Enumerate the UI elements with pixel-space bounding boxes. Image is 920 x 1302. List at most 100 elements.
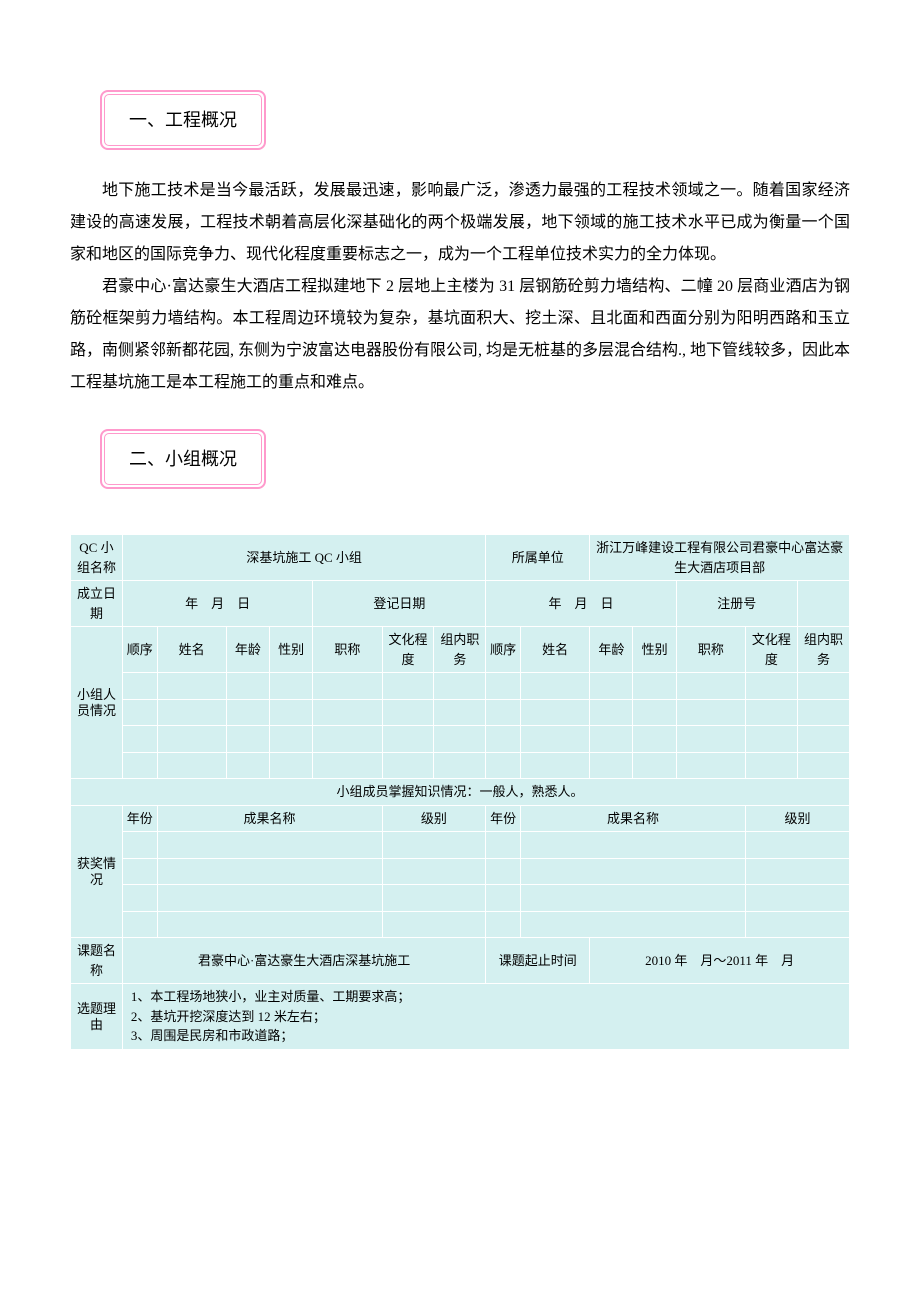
cell [122,885,157,912]
cell [486,885,521,912]
cell [122,752,157,779]
cell [122,699,157,726]
table-row: QC 小组名称 深基坑施工 QC 小组 所属单位 浙江万峰建设工程有限公司君豪中… [71,535,850,581]
cell [122,673,157,700]
cell [382,752,434,779]
cell [382,699,434,726]
cell [382,832,486,859]
cell [676,752,745,779]
value-qc-name: 深基坑施工 QC 小组 [122,535,485,581]
col-year: 年份 [486,805,521,832]
info-table: QC 小组名称 深基坑施工 QC 小组 所属单位 浙江万峰建设工程有限公司君豪中… [70,534,850,1050]
cell [270,726,313,753]
cell [745,885,849,912]
col-name: 姓名 [520,627,589,673]
cell [434,673,486,700]
label-topic-name: 课题名称 [71,938,123,984]
table-row: 课题名称 君豪中心·富达豪生大酒店深基坑施工 课题起止时间 2010 年 月～2… [71,938,850,984]
cell [745,911,849,938]
cell [486,726,521,753]
cell [633,752,676,779]
cell [382,911,486,938]
cell [157,911,382,938]
col-gender: 性别 [270,627,313,673]
cell [157,885,382,912]
reason-line-2: 2、基坑开挖深度达到 12 米左右； [131,1007,847,1027]
col-title: 职称 [313,627,382,673]
cell [745,832,849,859]
col-title: 职称 [676,627,745,673]
col-seq: 顺序 [486,627,521,673]
cell [382,726,434,753]
col-name: 姓名 [157,627,226,673]
cell [122,832,157,859]
cell [382,885,486,912]
value-reg-date: 年 月 日 [486,581,676,627]
section-2-title: 二、小组概况 [104,433,262,485]
cell [157,832,382,859]
cell [590,752,633,779]
cell [226,752,269,779]
value-reg-no [797,581,849,627]
cell [313,752,382,779]
cell [157,858,382,885]
cell [226,673,269,700]
cell [520,885,745,912]
col-role: 组内职务 [434,627,486,673]
table-row [71,885,850,912]
cell [590,726,633,753]
value-found-date: 年 月 日 [122,581,312,627]
cell [122,726,157,753]
cell [745,673,797,700]
cell [520,911,745,938]
cell [676,673,745,700]
cell [486,858,521,885]
section-1-paragraph-1: 地下施工技术是当今最活跃，发展最迅速，影响最广泛，渗透力最强的工程技术领域之一。… [70,175,850,271]
table-row [71,858,850,885]
cell [434,752,486,779]
cell [486,832,521,859]
cell [157,699,226,726]
cell [797,752,849,779]
cell [745,726,797,753]
table-row [71,832,850,859]
col-result-name: 成果名称 [520,805,745,832]
cell [520,699,589,726]
cell [633,699,676,726]
reason-line-3: 3、周围是民房和市政道路； [131,1026,847,1046]
cell [226,726,269,753]
table-row [71,699,850,726]
cell [313,699,382,726]
value-topic-name: 君豪中心·富达豪生大酒店深基坑施工 [122,938,485,984]
label-reason: 选题理由 [71,984,123,1050]
reason-line-1: 1、本工程场地狭小，业主对质量、工期要求高； [131,987,847,1007]
qc-team-table: QC 小组名称 深基坑施工 QC 小组 所属单位 浙江万峰建设工程有限公司君豪中… [70,534,850,1050]
cell [486,911,521,938]
cell [520,858,745,885]
cell [486,699,521,726]
value-dept: 浙江万峰建设工程有限公司君豪中心富达豪生大酒店项目部 [590,535,850,581]
cell [270,699,313,726]
cell [520,726,589,753]
col-gender: 性别 [633,627,676,673]
label-topic-period: 课题起止时间 [486,938,590,984]
cell [745,858,849,885]
col-level: 级别 [382,805,486,832]
cell [745,699,797,726]
label-staff-info: 小组人员情况 [71,627,123,779]
table-row: 小组人员情况 顺序 姓名 年龄 性别 职称 文化程度 组内职务 顺序 姓名 年龄… [71,627,850,673]
col-age: 年龄 [226,627,269,673]
cell [633,673,676,700]
col-edu: 文化程度 [745,627,797,673]
cell [797,726,849,753]
cell [797,699,849,726]
table-row [71,726,850,753]
col-edu: 文化程度 [382,627,434,673]
value-topic-period: 2010 年 月～2011 年 月 [590,938,850,984]
table-row [71,673,850,700]
cell [520,832,745,859]
table-row: 选题理由 1、本工程场地狭小，业主对质量、工期要求高； 2、基坑开挖深度达到 1… [71,984,850,1050]
col-year: 年份 [122,805,157,832]
cell [382,858,486,885]
cell [157,752,226,779]
